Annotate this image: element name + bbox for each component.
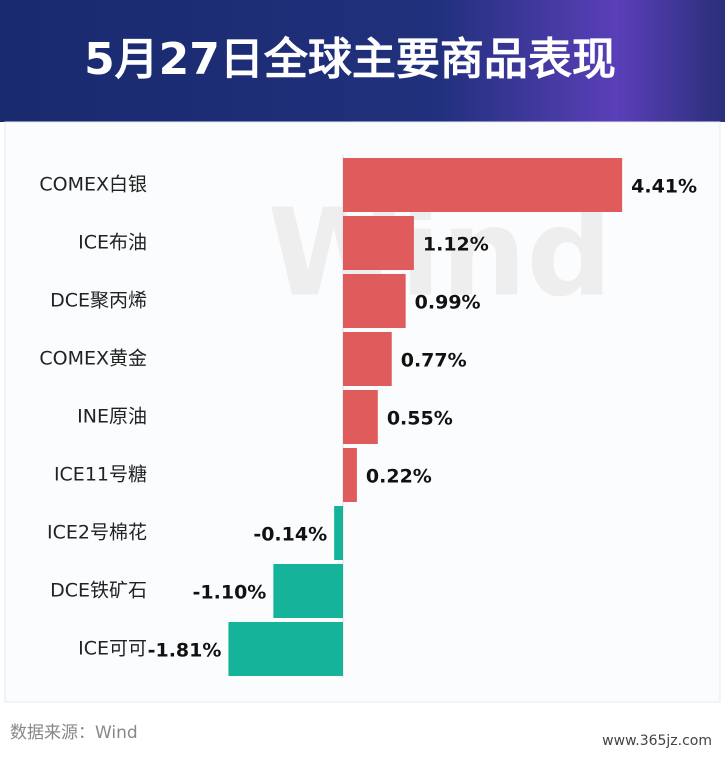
value-label: 1.12%: [423, 234, 489, 256]
category-label: COMEX白银: [39, 174, 147, 196]
bar: [343, 390, 378, 444]
category-label: DCE聚丙烯: [50, 290, 147, 312]
category-label: INE原油: [77, 406, 147, 428]
value-label: 4.41%: [631, 176, 697, 198]
value-label: 0.55%: [387, 408, 453, 430]
category-label: ICE11号糖: [54, 464, 147, 486]
source-note: 数据来源：Wind: [10, 723, 138, 743]
value-label: 0.22%: [366, 466, 432, 488]
bar: [343, 158, 623, 212]
bar: [343, 274, 406, 328]
category-label: ICE布油: [78, 232, 147, 254]
bar: [343, 216, 414, 270]
chart-title: 5月27日全球主要商品表现: [84, 34, 616, 85]
category-label: DCE铁矿石: [50, 580, 147, 602]
header-band: [0, 0, 725, 122]
bar: [343, 448, 357, 502]
category-label: ICE2号棉花: [47, 522, 147, 544]
bar: [228, 622, 343, 676]
site-watermark: www.365jz.com: [602, 733, 712, 749]
value-label: -1.81%: [148, 640, 222, 662]
bar: [273, 564, 343, 618]
category-label: ICE可可: [78, 638, 147, 660]
value-label: 0.99%: [415, 292, 481, 314]
category-label: COMEX黄金: [39, 348, 147, 370]
value-label: 0.77%: [401, 350, 467, 372]
bar: [343, 332, 392, 386]
value-label: -1.10%: [193, 582, 267, 604]
value-label: -0.14%: [253, 524, 327, 546]
bar: [334, 506, 343, 560]
